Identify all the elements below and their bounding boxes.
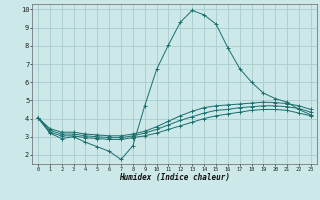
X-axis label: Humidex (Indice chaleur): Humidex (Indice chaleur) [119, 173, 230, 182]
